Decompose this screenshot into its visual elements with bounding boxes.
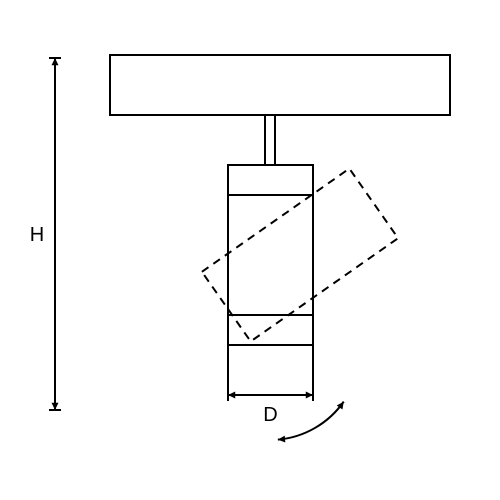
drawing-layer: HD bbox=[30, 55, 450, 442]
height-label: H bbox=[30, 224, 44, 246]
dimension-diagram: HD bbox=[0, 0, 500, 500]
diameter-label: D bbox=[263, 404, 277, 426]
